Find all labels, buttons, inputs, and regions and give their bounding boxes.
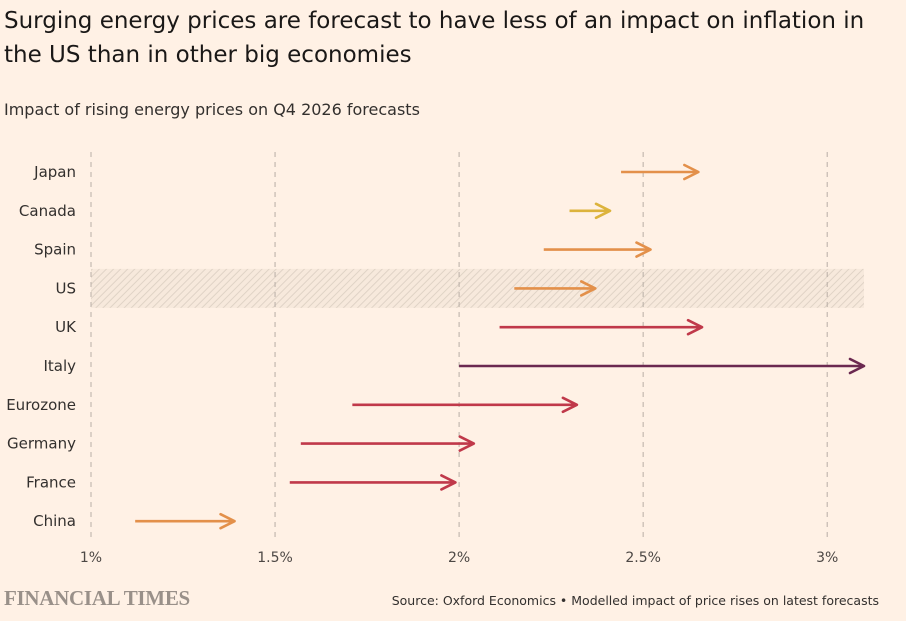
arrow-head	[848, 357, 866, 375]
source-note: Source: Oxford Economics • Modelled impa…	[391, 593, 879, 608]
category-label: Japan	[33, 163, 76, 181]
ft-logo: FINANCIAL TIMES	[4, 586, 190, 610]
arrow-eurozone	[352, 396, 579, 414]
arrow-head	[594, 202, 612, 220]
category-label: Eurozone	[6, 396, 76, 414]
arrow-france	[289, 474, 457, 491]
arrow-head	[219, 512, 236, 530]
arrow-head	[683, 163, 700, 181]
arrow-head	[440, 474, 457, 491]
category-label: US	[55, 279, 76, 297]
category-label: China	[33, 512, 76, 530]
x-tick-label: 1%	[80, 550, 102, 566]
arrow-china	[135, 512, 236, 530]
category-label: Italy	[43, 357, 76, 375]
arrow-head	[561, 396, 579, 414]
x-tick-label: 3%	[816, 550, 838, 566]
arrow-japan	[621, 163, 700, 181]
category-label: Germany	[7, 435, 76, 453]
arrow-canada	[569, 202, 612, 220]
x-tick-label: 1.5%	[257, 550, 293, 566]
arrow-spain	[543, 241, 652, 258]
arrow-head	[458, 435, 476, 452]
arrow-head	[635, 241, 652, 258]
chart-subtitle: Impact of rising energy prices on Q4 202…	[4, 100, 420, 119]
chart-title: Surging energy prices are forecast to ha…	[4, 8, 865, 68]
arrow-italy	[459, 357, 866, 375]
arrow-head	[686, 318, 704, 336]
arrow-head	[579, 280, 597, 297]
category-label: UK	[55, 318, 77, 336]
x-tick-label: 2%	[448, 550, 470, 566]
x-tick-label: 2.5%	[625, 550, 661, 566]
category-label: Canada	[19, 202, 76, 220]
arrow-uk	[499, 318, 704, 336]
arrow-us	[514, 280, 597, 297]
category-label: Spain	[34, 241, 76, 259]
arrow-germany	[300, 435, 476, 452]
category-label: France	[26, 473, 76, 491]
highlight-band	[91, 268, 864, 308]
